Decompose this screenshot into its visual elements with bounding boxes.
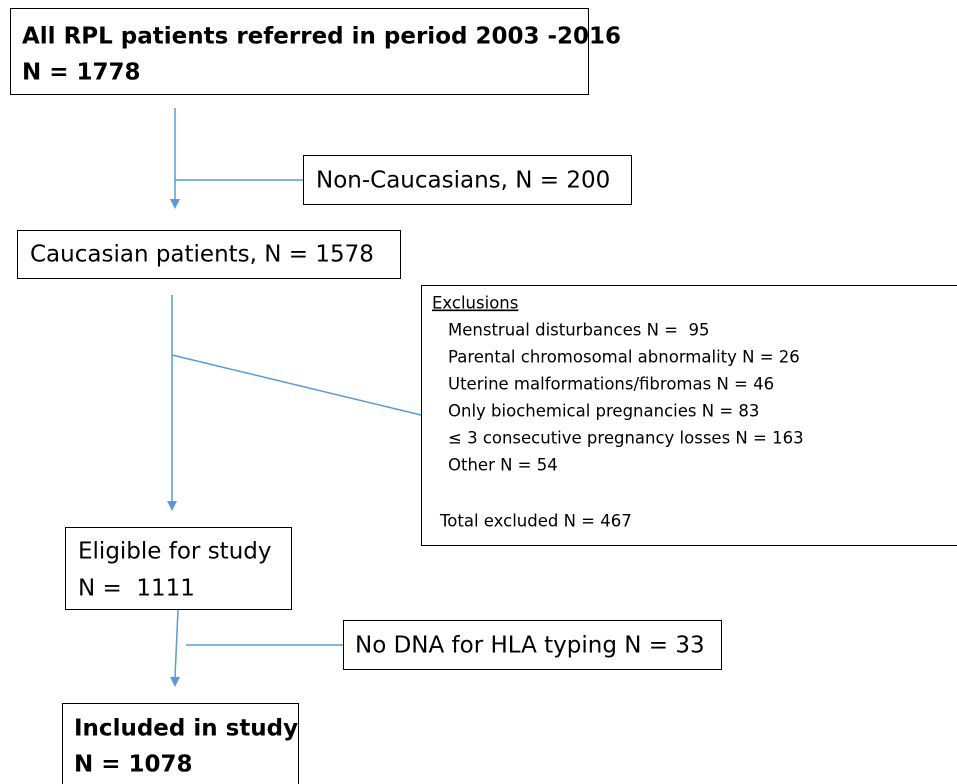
box [65,527,292,610]
box [303,155,632,205]
exclusion-item: Other N = 54 [448,456,558,475]
box [17,230,401,279]
box-text: N = 1778 [22,60,141,86]
exclusion-item: Parental chromosomal abnormality N = 26 [448,348,800,367]
arrowhead [170,677,180,687]
box-text: Non-Caucasians, N = 200 [316,168,610,194]
exclusion-total: Total excluded N = 467 [439,512,632,531]
box [62,703,299,784]
box-text: N = 1111 [78,576,195,602]
box-text: Eligible for study [78,539,271,565]
arrowhead [167,501,177,511]
branch-line [171,354,422,416]
exclusion-item: ≤ 3 consecutive pregnancy losses N = 163 [448,429,804,448]
exclusion-item: Menstrual disturbances N = 95 [448,321,709,340]
arrow [174,609,179,678]
exclusion-item: Only biochemical pregnancies N = 83 [448,402,759,421]
exclusion-item: Uterine malformations/fibromas N = 46 [448,375,774,394]
box [10,8,589,95]
box-text: Caucasian patients, N = 1578 [30,242,374,268]
arrowhead [170,199,180,209]
exclusions-heading: Exclusions [432,294,518,313]
box-text: Included in study [74,716,298,742]
box-text: No DNA for HLA typing N = 33 [355,633,705,659]
box [421,285,957,546]
box-text: All RPL patients referred in period 2003… [22,24,621,50]
box-text: N = 1078 [74,752,193,778]
box [343,620,722,670]
